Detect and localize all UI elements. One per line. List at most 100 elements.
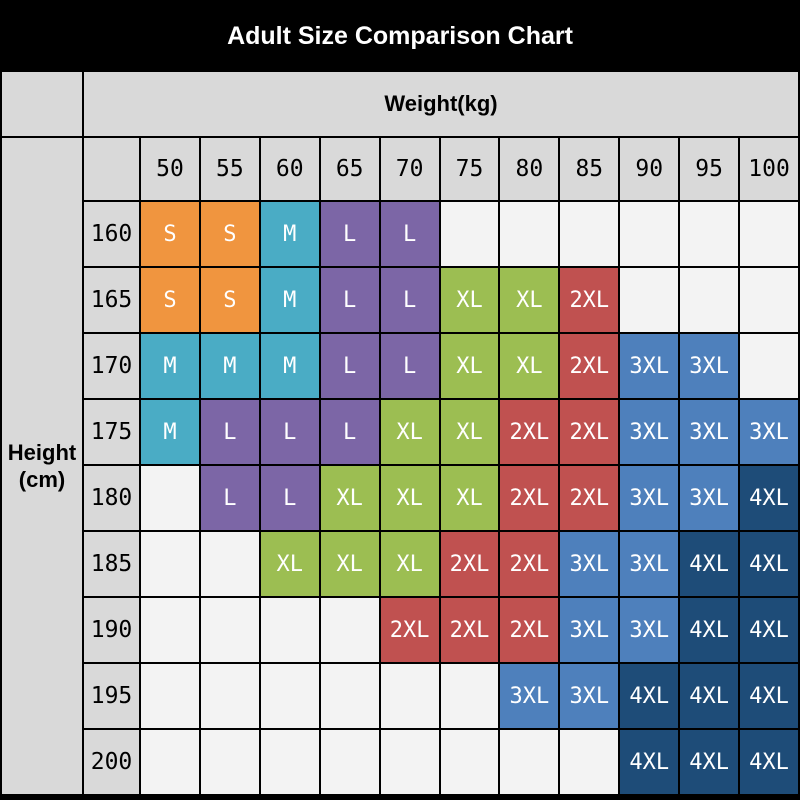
size-cell-190-95: 4XL [680, 598, 739, 662]
size-cell-200-90: 4XL [620, 730, 679, 794]
size-cell-185-100: 4XL [740, 532, 798, 596]
size-cell-165-55: S [200, 268, 259, 332]
empty-cell [380, 730, 439, 794]
weight-header-100: 100 [740, 138, 798, 200]
size-cell-175-55: L [200, 400, 259, 464]
size-cell-180-85: 2XL [560, 466, 619, 530]
height-header-180: 180 [84, 466, 139, 530]
empty-cell [141, 598, 199, 662]
empty-cell [260, 664, 319, 728]
weight-header-85: 85 [560, 138, 619, 200]
empty-cell [200, 664, 259, 728]
weight-header-60: 60 [260, 138, 319, 200]
size-cell-170-75: XL [440, 334, 499, 398]
size-cell-180-65: XL [320, 466, 379, 530]
empty-cell [260, 598, 319, 662]
size-cell-175-85: 2XL [560, 400, 619, 464]
empty-cell [500, 730, 559, 794]
size-cell-180-60: L [260, 466, 319, 530]
empty-cell [320, 664, 379, 728]
empty-cell [260, 730, 319, 794]
size-cell-185-60: XL [260, 532, 319, 596]
height-header-190: 190 [84, 598, 139, 662]
size-cell-185-75: 2XL [440, 532, 499, 596]
size-cell-180-75: XL [440, 466, 499, 530]
empty-cell [320, 730, 379, 794]
size-cell-180-90: 3XL [620, 466, 679, 530]
size-cell-165-85: 2XL [560, 268, 619, 332]
size-cell-185-80: 2XL [500, 532, 559, 596]
size-cell-170-85: 2XL [560, 334, 619, 398]
empty-cell [560, 202, 619, 266]
size-cell-175-70: XL [380, 400, 439, 464]
size-cell-190-90: 3XL [620, 598, 679, 662]
weight-header-70: 70 [380, 138, 439, 200]
empty-cell [141, 532, 199, 596]
empty-cell [141, 664, 199, 728]
empty-cell [560, 730, 619, 794]
size-cell-175-65: L [320, 400, 379, 464]
size-cell-170-80: XL [500, 334, 559, 398]
size-cell-165-70: L [380, 268, 439, 332]
size-cell-185-90: 3XL [620, 532, 679, 596]
empty-cell [740, 334, 798, 398]
title-bar: Adult Size Comparison Chart [0, 0, 800, 72]
weight-header-75: 75 [440, 138, 499, 200]
empty-cell [500, 202, 559, 266]
size-cell-170-90: 3XL [620, 334, 679, 398]
size-cell-175-50: M [141, 400, 199, 464]
size-cell-165-50: S [141, 268, 199, 332]
height-axis-label: Height (cm) [2, 138, 82, 794]
empty-cell [440, 202, 499, 266]
empty-cell [380, 664, 439, 728]
height-header-170: 170 [84, 334, 139, 398]
weight-header-65: 65 [320, 138, 379, 200]
size-cell-185-95: 4XL [680, 532, 739, 596]
height-axis-label-line2: (cm) [18, 467, 66, 492]
size-table: Weight(kg) Height (cm) 50 55 60 65 70 75 80 85 9… [2, 72, 798, 794]
size-cell-175-75: XL [440, 400, 499, 464]
size-cell-175-90: 3XL [620, 400, 679, 464]
size-cell-170-70: L [380, 334, 439, 398]
size-cell-190-100: 4XL [740, 598, 798, 662]
empty-cell [320, 598, 379, 662]
size-cell-170-95: 3XL [680, 334, 739, 398]
height-header-200: 200 [84, 730, 139, 794]
size-cell-175-100: 3XL [740, 400, 798, 464]
empty-cell [141, 730, 199, 794]
corner-cell [2, 72, 82, 136]
empty-cell [440, 664, 499, 728]
empty-cell [200, 532, 259, 596]
page-title: Adult Size Comparison Chart [227, 21, 573, 50]
size-cell-180-100: 4XL [740, 466, 798, 530]
weight-header-90: 90 [620, 138, 679, 200]
empty-cell [620, 268, 679, 332]
size-cell-190-75: 2XL [440, 598, 499, 662]
size-cell-165-65: L [320, 268, 379, 332]
size-cell-195-95: 4XL [680, 664, 739, 728]
height-header-185: 185 [84, 532, 139, 596]
size-cell-165-75: XL [440, 268, 499, 332]
size-cell-200-100: 4XL [740, 730, 798, 794]
size-cell-180-80: 2XL [500, 466, 559, 530]
size-cell-160-65: L [320, 202, 379, 266]
size-cell-160-55: S [200, 202, 259, 266]
size-cell-170-50: M [141, 334, 199, 398]
height-header-175: 175 [84, 400, 139, 464]
size-cell-175-80: 2XL [500, 400, 559, 464]
height-header-160: 160 [84, 202, 139, 266]
size-cell-190-85: 3XL [560, 598, 619, 662]
empty-cell [740, 202, 798, 266]
weight-axis-label: Weight(kg) [84, 72, 798, 136]
size-cell-195-85: 3XL [560, 664, 619, 728]
weight-header-50: 50 [141, 138, 199, 200]
size-cell-170-55: M [200, 334, 259, 398]
size-cell-195-80: 3XL [500, 664, 559, 728]
size-cell-165-60: M [260, 268, 319, 332]
empty-cell [141, 466, 199, 530]
height-axis-label-line1: Height [7, 439, 77, 465]
size-cell-165-80: XL [500, 268, 559, 332]
size-cell-175-60: L [260, 400, 319, 464]
size-cell-190-70: 2XL [380, 598, 439, 662]
